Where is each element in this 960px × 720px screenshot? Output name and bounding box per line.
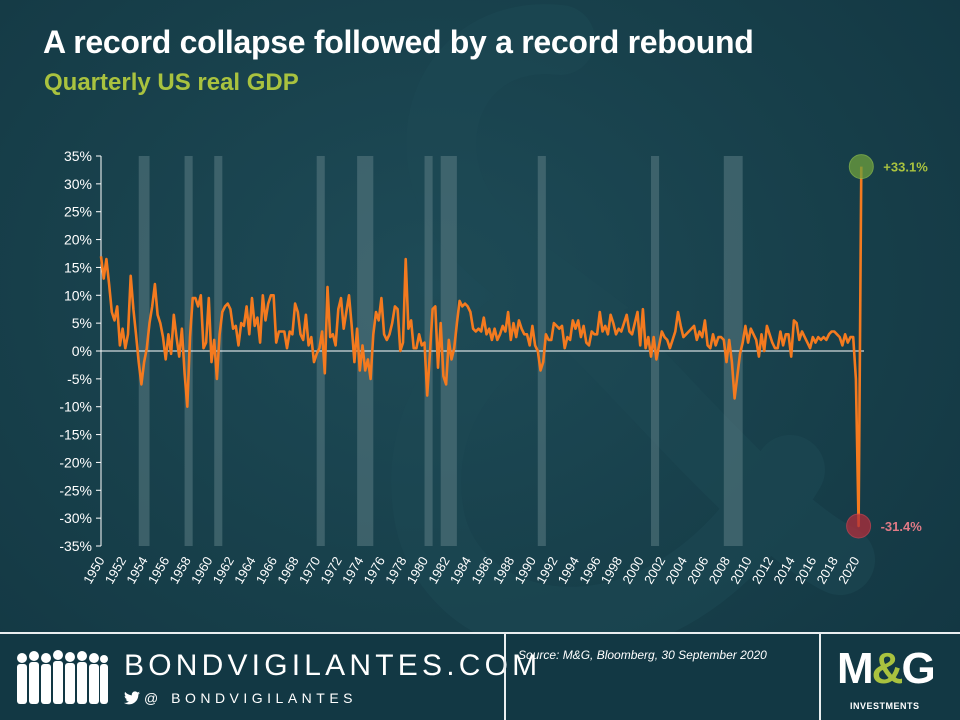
x-tick-label: 1974 [339, 554, 366, 587]
trough-marker [846, 513, 872, 539]
x-tick-label: 2014 [770, 554, 797, 587]
x-tick-label: 2000 [619, 554, 646, 587]
x-tick-label: 2010 [727, 554, 754, 587]
x-tick-label: 1968 [274, 554, 301, 587]
x-tick-label: 1970 [296, 554, 323, 587]
x-tick-label: 1990 [512, 554, 539, 587]
x-tick-label: 1992 [533, 554, 560, 587]
x-tick-label: 1960 [188, 554, 215, 587]
y-tick-label: 20% [64, 232, 92, 248]
peak-marker [848, 154, 874, 180]
y-tick-label: 10% [64, 287, 92, 303]
mg-logo: M&G [837, 644, 936, 694]
x-tick-label: 1986 [468, 554, 495, 587]
y-tick-label: -20% [59, 454, 92, 470]
chart-subtitle: Quarterly US real GDP [44, 69, 299, 96]
y-tick-label: 0% [72, 343, 92, 359]
x-tick-label: 2002 [641, 554, 668, 587]
y-tick-label: 35% [64, 148, 92, 164]
footer-divider [819, 634, 821, 720]
x-axis-ticks: 1950195219541956195819601962196419661968… [80, 554, 862, 587]
x-tick-label: 1976 [361, 554, 388, 587]
x-tick-label: 1984 [447, 554, 474, 587]
logo-ampersand: & [871, 644, 904, 693]
x-tick-label: 1950 [80, 554, 107, 587]
gdp-line-chart: 35% 30% 25% 20% 15% 10% 5% 0% -5% -10% -15% -20% -25… [59, 148, 928, 587]
x-tick-label: 2006 [684, 554, 711, 587]
footer-divider [504, 634, 506, 720]
y-tick-label: -30% [59, 510, 92, 526]
x-tick-label: 1954 [123, 554, 150, 587]
x-tick-label: 1952 [102, 554, 129, 587]
source-note: Source: M&G, Bloomberg, 30 September 202… [518, 648, 767, 662]
y-tick-label: 15% [64, 259, 92, 275]
y-tick-label: -10% [59, 399, 92, 415]
y-tick-label: -25% [59, 482, 92, 498]
y-tick-label: -15% [59, 427, 92, 443]
x-tick-label: 2012 [749, 554, 776, 587]
team-silhouettes-icon [17, 650, 108, 704]
x-tick-label: 1994 [555, 554, 582, 587]
y-tick-label: -5% [67, 371, 92, 387]
footer-bar: BONDVIGILANTES.COM @ BONDVIGILANTES Sour… [0, 632, 960, 720]
x-tick-label: 1988 [490, 554, 517, 587]
peak-label: +33.1% [883, 160, 928, 175]
x-tick-label: 2008 [706, 554, 733, 587]
extreme-annotations: +33.1% -31.4% [846, 154, 928, 539]
x-tick-label: 1972 [317, 554, 344, 587]
twitter-handle: @ BONDVIGILANTES [144, 690, 358, 706]
x-tick-label: 1962 [210, 554, 237, 587]
x-tick-label: 1996 [576, 554, 603, 587]
x-tick-label: 1982 [425, 554, 452, 587]
x-tick-label: 1998 [598, 554, 625, 587]
x-tick-label: 2018 [813, 554, 840, 587]
twitter-bird-icon [124, 691, 140, 705]
x-tick-label: 1978 [382, 554, 409, 587]
logo-g: G [901, 644, 935, 693]
x-tick-label: 2016 [792, 554, 819, 587]
chart-title: A record collapse followed by a record r… [43, 24, 754, 60]
y-tick-label: 30% [64, 176, 92, 192]
brand-url: BONDVIGILANTES.COM [124, 649, 542, 682]
logo-m: M [837, 644, 874, 693]
x-tick-label: 1980 [404, 554, 431, 587]
x-tick-label: 1964 [231, 554, 258, 587]
gdp-series-line [99, 166, 863, 528]
x-tick-label: 1966 [253, 554, 280, 587]
trough-label: -31.4% [881, 519, 923, 534]
y-axis-ticks: 35% 30% 25% 20% 15% 10% 5% 0% -5% -10% -15% -20% -25… [59, 148, 101, 554]
x-tick-label: 1956 [145, 554, 172, 587]
y-tick-label: -35% [59, 538, 92, 554]
x-tick-label: 1958 [166, 554, 193, 587]
y-tick-label: 5% [72, 315, 92, 331]
x-tick-label: 2020 [835, 554, 862, 587]
mg-logo-subtitle: INVESTMENTS [850, 701, 920, 711]
x-tick-label: 2004 [663, 554, 690, 587]
y-tick-label: 25% [64, 204, 92, 220]
twitter-row: @ BONDVIGILANTES [124, 688, 357, 708]
